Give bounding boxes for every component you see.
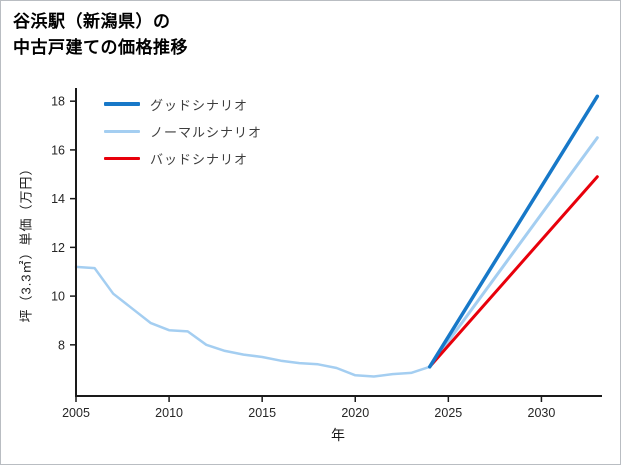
y-tick-label: 16 xyxy=(51,143,65,157)
x-tick-label: 2010 xyxy=(155,406,183,420)
series-line-ノーマルシナリオ xyxy=(428,136,599,369)
y-tick-label: 14 xyxy=(51,192,65,206)
x-tick-label: 2020 xyxy=(341,406,369,420)
legend-item: ノーマルシナリオ xyxy=(104,122,262,140)
chart-title: 谷浜駅（新潟県）の 中古戸建ての価格推移 xyxy=(13,9,188,62)
chart-title-line1: 谷浜駅（新潟県）の xyxy=(13,12,171,31)
series-line-グッドシナリオ xyxy=(427,94,600,369)
y-tick-label: 18 xyxy=(51,95,65,109)
x-tick-label: 2025 xyxy=(434,406,462,420)
legend: グッドシナリオ ノーマルシナリオ バッドシナリオ xyxy=(104,95,262,167)
y-axis-label: 坪（3.3㎡）単価（万円） xyxy=(18,161,34,323)
y-tick-label: 12 xyxy=(51,241,65,255)
legend-swatch xyxy=(104,129,140,133)
x-axis-label: 年 xyxy=(331,427,345,443)
legend-swatch xyxy=(104,156,140,160)
x-tick-label: 2015 xyxy=(248,406,276,420)
legend-label: グッドシナリオ xyxy=(150,97,249,113)
legend-label: ノーマルシナリオ xyxy=(150,124,263,140)
x-tick-label: 2030 xyxy=(528,406,556,420)
legend-item: バッドシナリオ xyxy=(104,149,262,167)
legend-label: バッドシナリオ xyxy=(150,151,249,167)
legend-item: グッドシナリオ xyxy=(104,95,262,113)
series-line-バッドシナリオ xyxy=(428,175,599,369)
series-line-history xyxy=(74,265,431,378)
chart-title-line2: 中古戸建ての価格推移 xyxy=(13,38,188,58)
x-tick-label: 2005 xyxy=(62,406,90,420)
y-tick-label: 10 xyxy=(51,290,65,304)
legend-swatch xyxy=(104,102,140,106)
y-tick-label: 8 xyxy=(58,338,65,352)
